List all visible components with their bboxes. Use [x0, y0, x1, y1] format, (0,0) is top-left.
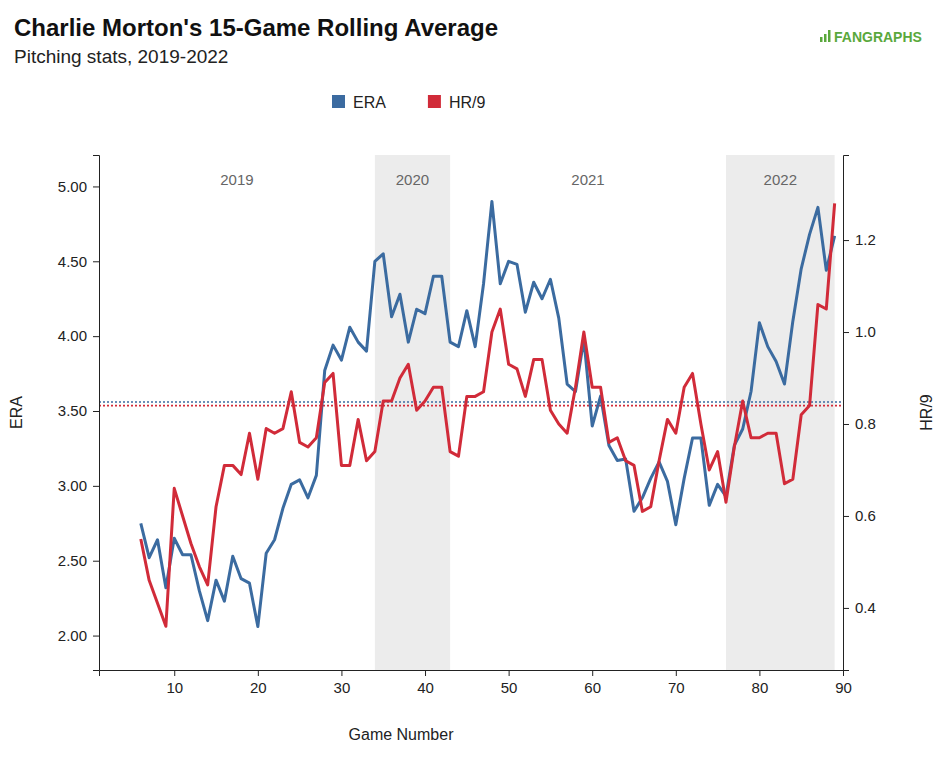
tick-mark	[425, 670, 426, 676]
tick-mark	[341, 670, 342, 676]
y-axis-title: ERA	[8, 396, 25, 429]
series-line	[141, 201, 835, 626]
tick: 10	[166, 670, 183, 696]
tick-mark	[759, 670, 760, 676]
tick: 2.50	[58, 552, 99, 569]
average-line	[99, 401, 843, 403]
tick: 1.2	[843, 231, 876, 248]
period-band	[375, 155, 450, 670]
tick: 3.00	[58, 477, 99, 494]
tick-label: 0.6	[855, 507, 876, 524]
y-axis: 2.00 2.50 3.00 3.50 4.00 4.50 5.00	[58, 156, 100, 671]
period-label: 2022	[764, 171, 797, 188]
tick-mark	[843, 240, 849, 241]
tick-mark	[843, 424, 849, 425]
tick: 70	[668, 670, 685, 696]
tick: 1.0	[843, 323, 876, 340]
tick-label: 2.00	[58, 627, 87, 644]
title: Charlie Morton's 15-Game Rolling Average	[14, 14, 498, 41]
legend: ERA HR/9	[332, 94, 485, 111]
tick: 80	[752, 670, 769, 696]
tick-mark	[93, 561, 99, 562]
tick-label: 20	[250, 679, 267, 696]
logo: FANGRAPHS	[820, 29, 922, 45]
period-label: 2019	[220, 171, 253, 188]
tick-mark	[93, 411, 99, 412]
axis-line	[93, 156, 100, 671]
tick-label: 2.50	[58, 552, 87, 569]
tick: 4.50	[58, 253, 99, 270]
tick-mark	[93, 336, 99, 337]
tick: 3.50	[58, 402, 99, 419]
tick: 20	[250, 670, 267, 696]
tick-mark	[93, 486, 99, 487]
tick-mark	[843, 516, 849, 517]
tick-mark	[258, 670, 259, 676]
tick: 0.6	[843, 507, 876, 524]
tick-label: 30	[334, 679, 351, 696]
subtitle: Pitching stats, 2019-2022	[14, 46, 228, 67]
tick-label: 50	[501, 679, 518, 696]
tick-mark	[174, 670, 175, 676]
tick-label: 3.50	[58, 402, 87, 419]
axis-line	[100, 671, 844, 677]
logo-bar	[820, 37, 823, 42]
tick-label: 0.4	[855, 599, 876, 616]
y2-axis-title: HR/9	[918, 394, 935, 431]
tick: 0.8	[843, 415, 876, 432]
tick: 30	[334, 670, 351, 696]
logo-bar	[824, 34, 827, 42]
tick-mark	[93, 636, 99, 637]
average-line	[99, 405, 843, 407]
tick-mark	[676, 670, 677, 676]
tick: 2.00	[58, 627, 99, 644]
logo-bar	[828, 30, 831, 42]
logo-text: FANGRAPHS	[834, 29, 922, 45]
tick-label: 1.2	[855, 231, 876, 248]
tick-mark	[93, 261, 99, 262]
legend-label: HR/9	[449, 94, 486, 111]
tick-mark	[509, 670, 510, 676]
y2-axis: 0.4 0.6 0.8 1.0 1.2	[843, 156, 876, 671]
tick-label: 0.8	[855, 415, 876, 432]
legend-item: ERA	[332, 94, 386, 111]
tick-label: 80	[752, 679, 769, 696]
tick-label: 1.0	[855, 323, 876, 340]
series-line	[141, 203, 835, 626]
legend-label: ERA	[353, 94, 386, 111]
tick-mark	[592, 670, 593, 676]
tick-label: 4.00	[58, 327, 87, 344]
chart-root: Charlie Morton's 15-Game Rolling Average…	[0, 0, 949, 760]
tick: 60	[584, 670, 601, 696]
tick-label: 10	[166, 679, 183, 696]
tick-label: 5.00	[58, 178, 87, 195]
x-axis: 10 20 30 40 50 60 70 80 90	[100, 670, 852, 696]
legend-swatch	[332, 95, 345, 108]
tick-label: 40	[417, 679, 434, 696]
legend-item: HR/9	[428, 94, 486, 111]
tick: 90	[835, 670, 852, 696]
period-label: 2020	[396, 171, 429, 188]
tick-label: 3.00	[58, 477, 87, 494]
tick-mark	[843, 608, 849, 609]
tick-label: 70	[668, 679, 685, 696]
tick: 40	[417, 670, 434, 696]
x-axis-title: Game Number	[349, 726, 455, 743]
tick-mark	[93, 186, 99, 187]
tick-label: 90	[835, 679, 852, 696]
tick: 0.4	[843, 599, 876, 616]
period-band	[726, 155, 835, 670]
tick-mark	[843, 332, 849, 333]
period-label: 2021	[571, 171, 604, 188]
plot-area	[99, 155, 843, 670]
tick: 4.00	[58, 327, 99, 344]
tick-label: 4.50	[58, 253, 87, 270]
tick: 50	[501, 670, 518, 696]
legend-swatch	[428, 95, 441, 108]
tick-label: 60	[584, 679, 601, 696]
tick: 5.00	[58, 178, 99, 195]
axis-line	[844, 156, 850, 671]
